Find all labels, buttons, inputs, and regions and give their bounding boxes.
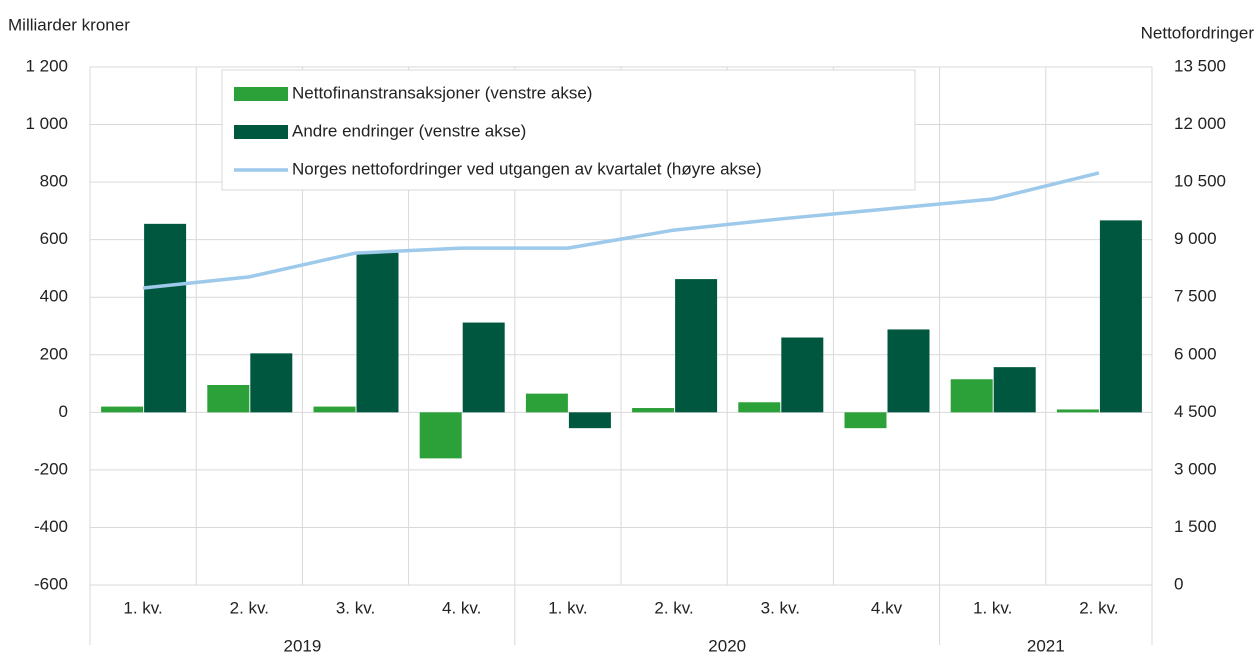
y-axis-label: Milliarder kroner [8, 15, 130, 34]
legend-label: Norges nettofordringer ved utgangen av k… [292, 159, 762, 178]
legend-swatch [234, 125, 288, 139]
bar [781, 337, 824, 413]
y2-tick-label: 3 000 [1174, 459, 1217, 478]
x-tick-label: 2. kv. [1079, 598, 1118, 617]
y-tick-label: -400 [34, 517, 68, 536]
y-tick-label: -200 [34, 459, 68, 478]
y2-tick-label: 12 000 [1174, 114, 1226, 133]
y2-tick-label: 13 500 [1174, 56, 1226, 75]
group-label: 2020 [708, 636, 746, 655]
y-tick-label: 1 200 [25, 56, 68, 75]
y2-axis-label: Nettofordringer [1141, 23, 1255, 42]
group-label: 2021 [1027, 636, 1065, 655]
x-tick-label: 1. kv. [973, 598, 1012, 617]
y2-tick-label: 10 500 [1174, 172, 1226, 191]
y-tick-label: -600 [34, 574, 68, 593]
bar [207, 384, 250, 413]
legend-label: Andre endringer (venstre akse) [292, 121, 526, 140]
bar [568, 412, 611, 429]
bar [313, 406, 356, 413]
bar [525, 393, 568, 413]
bar [1099, 220, 1142, 413]
y2-tick-label: 9 000 [1174, 229, 1217, 248]
bar [462, 322, 505, 413]
bar [419, 412, 462, 459]
legend-label: Nettofinanstransaksjoner (venstre akse) [292, 83, 592, 102]
bar [144, 223, 187, 413]
y-tick-label: 800 [40, 172, 68, 191]
x-tick-label: 3. kv. [336, 598, 375, 617]
bar [887, 329, 930, 413]
bar [950, 379, 993, 413]
y2-tick-label: 0 [1174, 574, 1183, 593]
y-tick-label: 0 [59, 402, 68, 421]
bar [993, 367, 1036, 413]
x-tick-label: 4.kv [871, 598, 903, 617]
x-tick-label: 2. kv. [654, 598, 693, 617]
y2-tick-label: 7 500 [1174, 287, 1217, 306]
y2-tick-label: 1 500 [1174, 517, 1217, 536]
bar [738, 402, 781, 413]
bar [101, 406, 144, 413]
y-tick-label: 600 [40, 229, 68, 248]
y2-tick-label: 4 500 [1174, 402, 1217, 421]
legend-swatch [234, 87, 288, 101]
y-tick-label: 200 [40, 344, 68, 363]
legend-box [221, 69, 916, 191]
x-tick-label: 1. kv. [123, 598, 162, 617]
bar [844, 412, 887, 429]
group-label: 2019 [283, 636, 321, 655]
y-tick-label: 1 000 [25, 114, 68, 133]
x-tick-label: 2. kv. [230, 598, 269, 617]
y2-tick-label: 6 000 [1174, 344, 1217, 363]
bar [1056, 409, 1099, 413]
bar [675, 279, 718, 413]
bar [356, 252, 399, 413]
bar [250, 353, 293, 413]
x-tick-label: 3. kv. [761, 598, 800, 617]
x-tick-label: 1. kv. [548, 598, 587, 617]
y-tick-label: 400 [40, 287, 68, 306]
line [142, 171, 1100, 290]
x-tick-label: 4. kv. [442, 598, 481, 617]
bar [632, 408, 675, 413]
